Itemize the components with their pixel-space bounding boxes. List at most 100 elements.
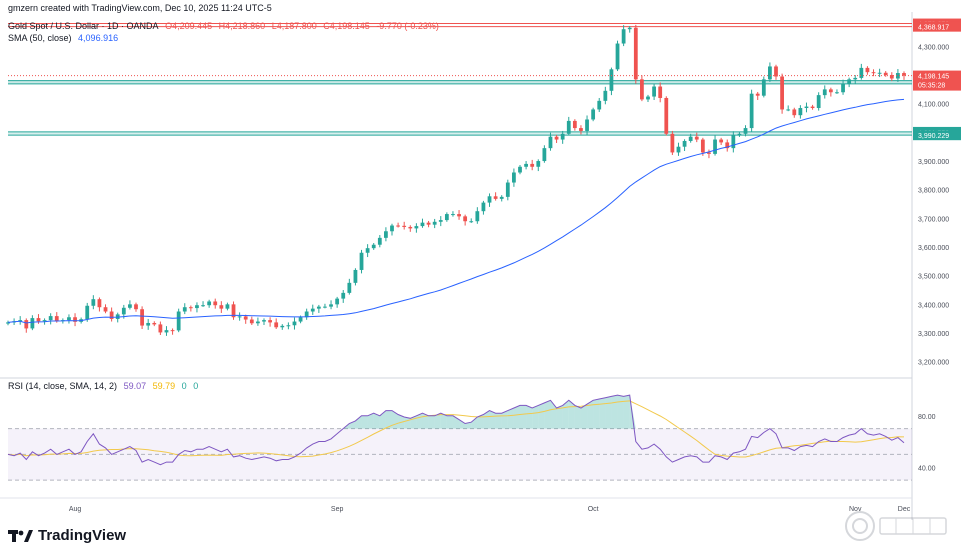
rsi-overbought-fill — [459, 419, 466, 429]
rsi-overbought-fill — [446, 415, 453, 429]
rsi-value-tag — [913, 437, 961, 448]
time-axis-label: Aug — [69, 506, 82, 513]
candle-body — [432, 221, 437, 225]
candle-body — [426, 222, 431, 225]
candle-body — [688, 136, 693, 141]
rsi-overbought-fill — [629, 395, 636, 429]
candle-body — [804, 106, 809, 109]
sma-line — [7, 98, 905, 324]
candle-body — [6, 322, 10, 324]
candle-body — [841, 83, 845, 93]
candle-body — [877, 72, 882, 74]
candle-body — [548, 136, 553, 149]
rsi-overbought-fill — [465, 422, 472, 429]
countdown-label: 05:35:28 — [918, 83, 945, 90]
rsi-line — [7, 394, 905, 466]
candle-body — [512, 172, 516, 183]
candle-body — [700, 139, 705, 153]
candle-body — [158, 324, 163, 333]
candle-body — [719, 139, 724, 143]
rsi-overbought-fill — [471, 417, 478, 429]
time-axis-label: Oct — [588, 506, 599, 513]
candle-body — [341, 292, 346, 299]
candle-body — [195, 305, 199, 309]
candle-body — [91, 299, 96, 306]
candle-body — [408, 226, 413, 229]
rsi-overbought-fill — [520, 405, 527, 429]
candle-body — [810, 106, 815, 109]
candle-body — [73, 317, 77, 322]
candle-body — [438, 220, 443, 222]
candle-body — [207, 301, 212, 306]
rsi-label[interactable]: RSI (14, close, SMA, 14, 2) — [8, 381, 118, 391]
candle-body — [603, 90, 608, 101]
rsi-overbought-fill — [513, 405, 520, 429]
rsi-overbought-fill — [440, 413, 447, 429]
rsi-overbought-fill — [556, 405, 563, 429]
open-value: O4,209.445 — [165, 21, 213, 31]
price-tick-label: 3,600.000 — [918, 245, 949, 252]
candle-body — [188, 307, 193, 309]
rsi-tick-label: 40.00 — [918, 465, 936, 472]
candle-body — [377, 237, 382, 245]
candle-body — [243, 316, 248, 320]
candle-body — [201, 305, 205, 307]
candle-body — [402, 225, 407, 227]
candle-body — [396, 225, 400, 227]
price-tick-label: 3,800.000 — [918, 188, 949, 195]
rsi-overbought-fill — [611, 395, 618, 429]
price-tick-label: 3,900.000 — [918, 159, 949, 166]
candle-body — [530, 163, 535, 167]
candle-body — [384, 231, 388, 238]
candle-body — [749, 93, 754, 129]
candle-body — [835, 92, 839, 94]
rsi-overbought-fill — [392, 410, 399, 429]
rsi-overbought-fill — [495, 413, 502, 429]
symbol-name[interactable]: Gold Spot / U.S. Dollar · 1D · OANDA — [8, 21, 159, 31]
price-tick-label: 3,500.000 — [918, 274, 949, 281]
rsi-overbought-fill — [574, 405, 581, 429]
candle-body — [54, 316, 59, 321]
candle-body — [828, 89, 833, 93]
candle-body — [182, 307, 187, 312]
candle-body — [536, 161, 541, 167]
low-value: L4,187.800 — [271, 21, 317, 31]
candle-body — [786, 109, 791, 111]
candle-body — [24, 320, 29, 329]
candle-body — [475, 211, 480, 222]
tradingview-logo[interactable]: TradingView — [8, 527, 126, 544]
rsi-overbought-fill — [355, 415, 362, 429]
candle-body — [140, 309, 144, 326]
candle-body — [42, 320, 47, 322]
candle-body — [579, 128, 583, 131]
candle-body — [176, 311, 181, 331]
candle-body — [682, 140, 687, 147]
candle-body — [493, 196, 498, 199]
candle-body — [524, 163, 528, 167]
candle-body — [335, 298, 340, 305]
price-tick-label: 4,300.000 — [918, 44, 949, 51]
candle-body — [225, 304, 230, 309]
rsi-overbought-fill — [507, 408, 514, 429]
sma-legend: SMA (50, close) 4,096.916 — [8, 33, 122, 43]
candle-body — [572, 120, 577, 129]
rsi-sma-value: 59.79 — [152, 381, 176, 391]
candle-body — [237, 316, 242, 318]
rsi-overbought-fill — [532, 405, 539, 429]
candle-body — [164, 330, 169, 333]
rsi-sma-line — [7, 400, 905, 458]
price-tick-label: 3,200.000 — [918, 360, 949, 367]
sma-label[interactable]: SMA (50, close) — [8, 33, 72, 43]
candle-body — [755, 93, 760, 96]
candle-body — [262, 320, 266, 322]
candle-body — [597, 100, 602, 110]
candle-body — [640, 79, 644, 100]
candle-body — [731, 135, 736, 149]
candle-body — [591, 109, 596, 120]
price-tick-label: 3,400.000 — [918, 302, 949, 309]
candle-body — [219, 305, 224, 309]
candle-body — [798, 108, 803, 116]
candle-body — [97, 299, 102, 308]
candle-body — [292, 321, 297, 326]
rsi-legend: RSI (14, close, SMA, 14, 2) 59.07 59.79 … — [8, 381, 202, 391]
